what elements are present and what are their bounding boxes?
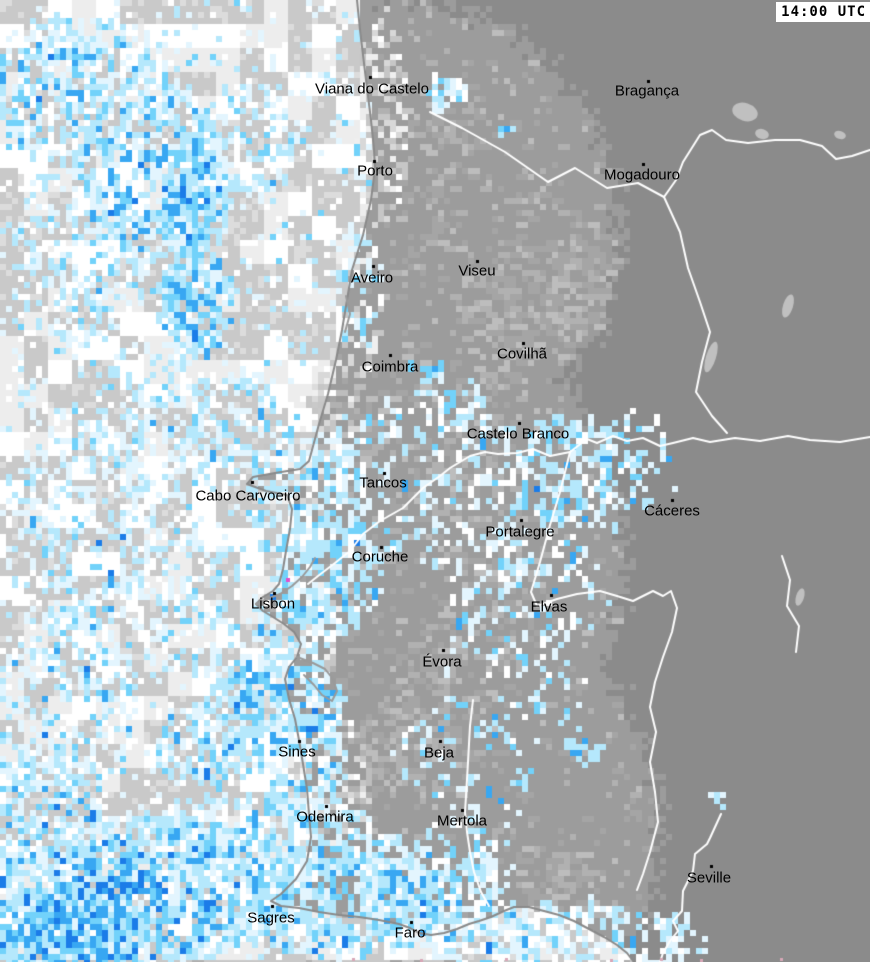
timestamp-text: 14:00 UTC xyxy=(781,4,866,20)
timestamp-badge: 14:00 UTC xyxy=(776,2,870,22)
